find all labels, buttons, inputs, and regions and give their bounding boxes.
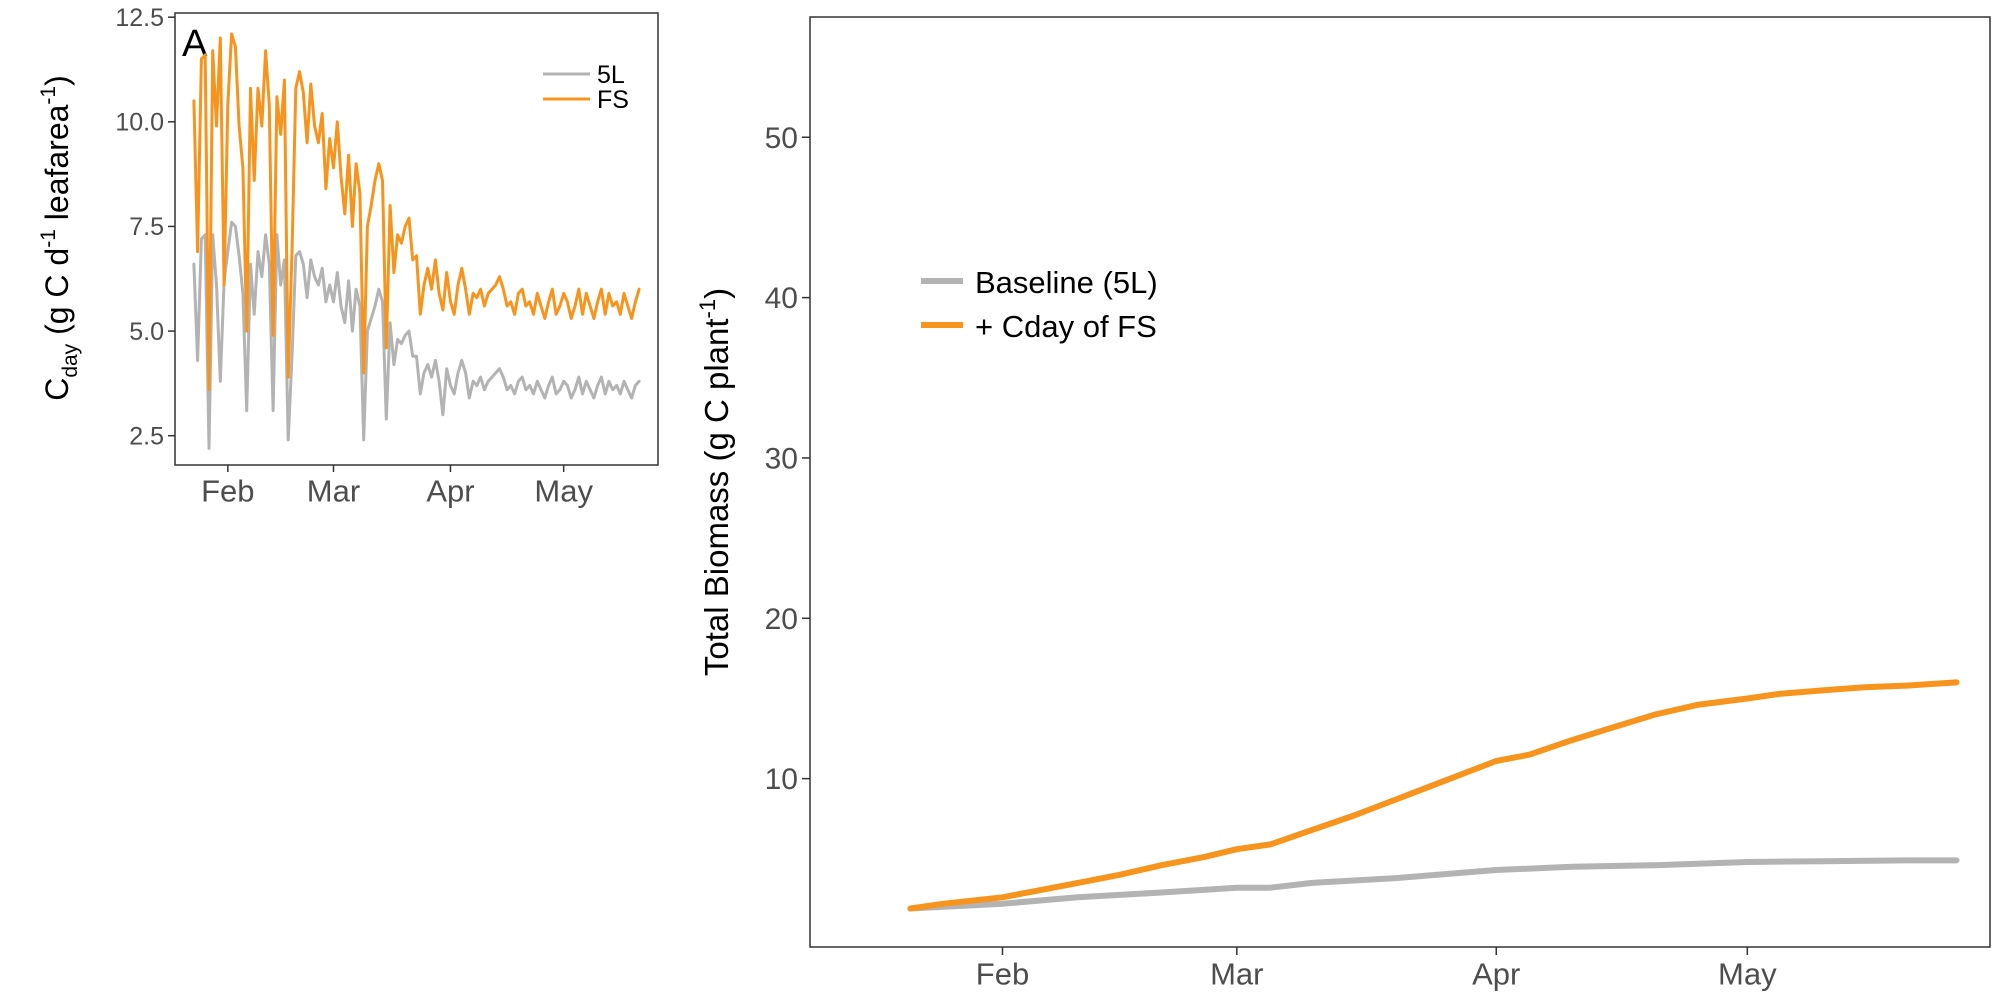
panel-a: A 2.55.07.510.012.5 Feb Mar Apr May Cday (g…	[37, 4, 659, 508]
panel-b-x-ticks: Feb Mar Apr May	[976, 947, 1777, 991]
legend-cday-label: + Cday of FS	[975, 309, 1157, 344]
y-tick-label: 5.0	[129, 318, 164, 346]
x-tick-label: Apr	[426, 473, 474, 508]
x-tick-label: Mar	[1210, 956, 1263, 991]
y-tick-label: 2.5	[129, 422, 164, 450]
panel-b-series	[907, 679, 1960, 912]
panel-b-legend: Baseline (5L) + Cday of FS	[921, 265, 1158, 344]
y-tick-label: 20	[765, 603, 798, 636]
legend-fs-label: FS	[597, 86, 629, 114]
panel-b: 10 20 30 40 50 Feb Mar Apr May Total Biomass (g…	[695, 16, 1991, 991]
legend-baseline-label: Baseline (5L)	[975, 265, 1158, 300]
y-tick-label: 10	[765, 763, 798, 796]
panel-b-y-ticks: 10 20 30 40 50	[765, 122, 810, 796]
series-line-fs	[907, 679, 1960, 912]
panel-a-y-axis-title: Cday (g C d-1 leafarea-1)	[37, 75, 82, 401]
y-tick-label: 30	[765, 442, 798, 475]
y-tick-label: 12.5	[115, 4, 164, 32]
legend-5l-label: 5L	[597, 61, 625, 89]
x-tick-label: Feb	[976, 956, 1029, 991]
x-tick-label: May	[534, 473, 593, 508]
panel-a-x-ticks: Feb Mar Apr May	[201, 465, 593, 508]
series-line-baseline	[907, 857, 1960, 912]
x-tick-label: May	[1718, 956, 1777, 991]
y-tick-label: 10.0	[115, 109, 164, 137]
panel-a-legend: 5L FS	[543, 61, 629, 114]
panel-b-plot-border	[809, 16, 1991, 948]
series-line-baseline	[192, 220, 641, 450]
y-tick-label: 40	[765, 282, 798, 315]
x-tick-label: Apr	[1472, 956, 1520, 991]
series-line-fs	[192, 32, 641, 392]
y-tick-label: 7.5	[129, 213, 164, 241]
panel-a-y-ticks: 2.5 5.0 7.5 10.0 12.5	[115, 4, 175, 450]
x-tick-label: Mar	[307, 473, 360, 508]
y-tick-label: 50	[765, 122, 798, 155]
panel-a-series	[192, 32, 641, 450]
panel-b-y-axis-title: Total Biomass (g C plant-1)	[695, 288, 735, 676]
x-tick-label: Feb	[201, 473, 254, 508]
panel-a-plot-border	[174, 12, 659, 466]
